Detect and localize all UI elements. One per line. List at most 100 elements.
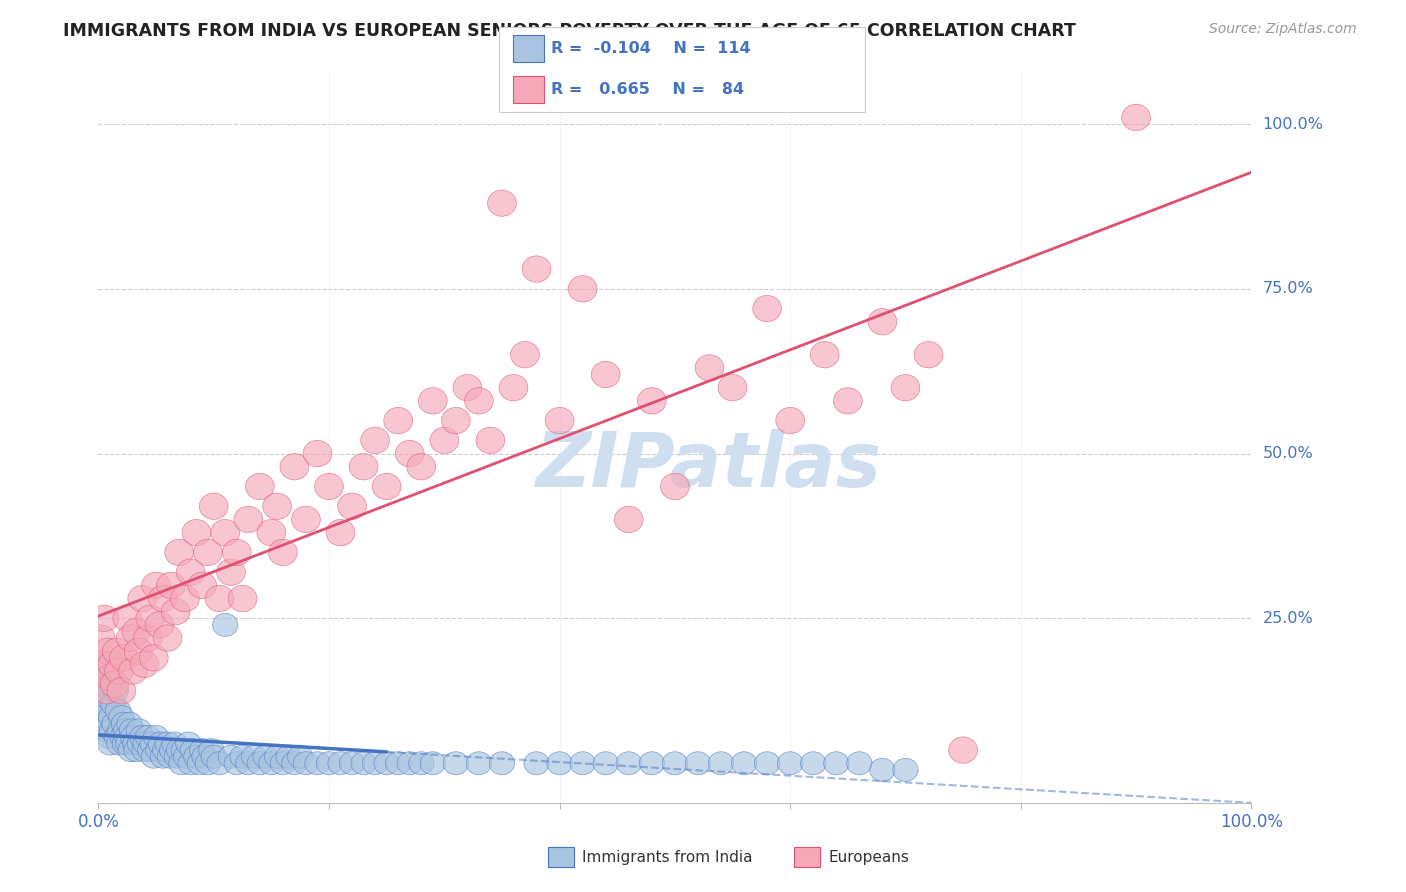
Ellipse shape: [104, 725, 129, 748]
Ellipse shape: [169, 752, 194, 775]
Ellipse shape: [117, 625, 145, 651]
Ellipse shape: [103, 638, 131, 665]
Ellipse shape: [834, 388, 862, 414]
Ellipse shape: [709, 752, 734, 775]
Ellipse shape: [363, 752, 388, 775]
Ellipse shape: [201, 745, 226, 768]
Ellipse shape: [893, 758, 918, 781]
Ellipse shape: [361, 427, 389, 453]
Ellipse shape: [194, 540, 222, 566]
Ellipse shape: [212, 614, 238, 636]
Ellipse shape: [846, 752, 872, 775]
Ellipse shape: [546, 408, 574, 434]
Ellipse shape: [117, 712, 142, 735]
Ellipse shape: [98, 706, 124, 729]
Ellipse shape: [1122, 104, 1150, 130]
Ellipse shape: [640, 752, 665, 775]
Ellipse shape: [184, 745, 209, 768]
Ellipse shape: [112, 732, 138, 755]
Ellipse shape: [96, 725, 121, 748]
Ellipse shape: [315, 474, 343, 500]
Ellipse shape: [233, 507, 263, 533]
Ellipse shape: [247, 752, 273, 775]
Ellipse shape: [430, 427, 458, 453]
Ellipse shape: [305, 752, 330, 775]
Ellipse shape: [93, 673, 118, 696]
Ellipse shape: [406, 453, 436, 480]
Ellipse shape: [105, 657, 134, 684]
Ellipse shape: [547, 752, 572, 775]
Ellipse shape: [464, 388, 494, 414]
Ellipse shape: [114, 725, 141, 748]
Ellipse shape: [242, 745, 267, 768]
Ellipse shape: [328, 752, 353, 775]
Ellipse shape: [97, 666, 122, 690]
Ellipse shape: [89, 653, 114, 676]
Ellipse shape: [409, 752, 434, 775]
Ellipse shape: [373, 474, 401, 500]
Ellipse shape: [165, 745, 190, 768]
Ellipse shape: [142, 572, 170, 599]
Ellipse shape: [593, 752, 619, 775]
Ellipse shape: [614, 507, 643, 533]
Ellipse shape: [101, 692, 127, 715]
Text: 25.0%: 25.0%: [1263, 611, 1313, 626]
Ellipse shape: [662, 752, 688, 775]
Ellipse shape: [120, 719, 145, 742]
Ellipse shape: [153, 739, 179, 762]
Text: 50.0%: 50.0%: [1263, 446, 1313, 461]
Ellipse shape: [276, 745, 301, 768]
Ellipse shape: [162, 732, 187, 755]
Ellipse shape: [156, 572, 186, 599]
Ellipse shape: [122, 618, 150, 645]
Ellipse shape: [124, 638, 153, 665]
Ellipse shape: [228, 585, 257, 612]
Ellipse shape: [211, 519, 239, 546]
Ellipse shape: [685, 752, 710, 775]
Ellipse shape: [135, 725, 160, 748]
Ellipse shape: [569, 752, 595, 775]
Ellipse shape: [524, 752, 550, 775]
Ellipse shape: [89, 679, 114, 702]
Ellipse shape: [467, 752, 492, 775]
Ellipse shape: [870, 758, 896, 781]
Ellipse shape: [236, 752, 262, 775]
Ellipse shape: [96, 686, 121, 709]
Ellipse shape: [139, 645, 169, 671]
Ellipse shape: [778, 752, 803, 775]
Ellipse shape: [134, 625, 163, 651]
Ellipse shape: [280, 453, 309, 480]
Ellipse shape: [138, 739, 163, 762]
Ellipse shape: [190, 739, 215, 762]
Ellipse shape: [441, 408, 470, 434]
Ellipse shape: [522, 256, 551, 282]
Ellipse shape: [205, 585, 233, 612]
Ellipse shape: [187, 752, 212, 775]
Ellipse shape: [100, 671, 129, 698]
Ellipse shape: [180, 739, 205, 762]
Ellipse shape: [162, 599, 190, 625]
Ellipse shape: [96, 665, 124, 690]
Ellipse shape: [112, 605, 142, 632]
Ellipse shape: [337, 493, 367, 519]
Ellipse shape: [94, 699, 120, 723]
Text: 100.0%: 100.0%: [1263, 117, 1323, 132]
Ellipse shape: [568, 276, 598, 302]
Ellipse shape: [499, 375, 527, 401]
Ellipse shape: [287, 745, 314, 768]
Ellipse shape: [176, 559, 205, 585]
Ellipse shape: [110, 725, 135, 748]
Ellipse shape: [136, 605, 165, 632]
Ellipse shape: [291, 507, 321, 533]
Ellipse shape: [131, 651, 159, 678]
Ellipse shape: [87, 651, 117, 678]
Ellipse shape: [755, 752, 780, 775]
Ellipse shape: [294, 752, 319, 775]
Ellipse shape: [118, 739, 143, 762]
Ellipse shape: [91, 719, 117, 742]
Ellipse shape: [91, 692, 117, 715]
Text: IMMIGRANTS FROM INDIA VS EUROPEAN SENIORS POVERTY OVER THE AGE OF 65 CORRELATION: IMMIGRANTS FROM INDIA VS EUROPEAN SENIOR…: [63, 22, 1076, 40]
Ellipse shape: [108, 719, 134, 742]
Ellipse shape: [224, 752, 249, 775]
Ellipse shape: [93, 638, 122, 665]
